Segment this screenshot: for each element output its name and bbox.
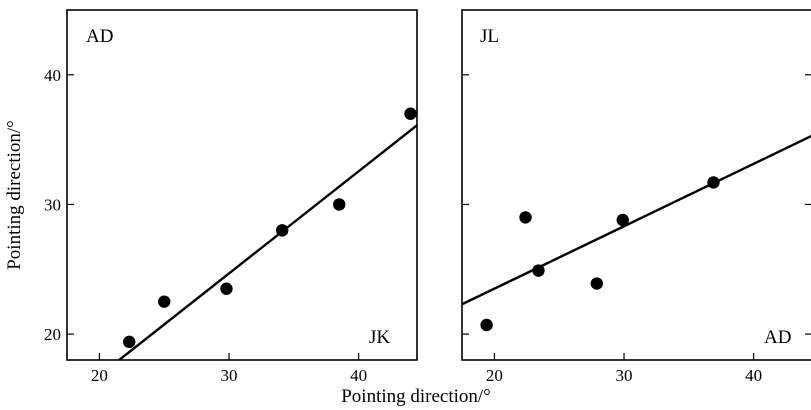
y-tick-label: 40 (44, 66, 61, 85)
x-tick-label: 30 (221, 366, 238, 385)
panel-right-corner-bottom-label: AD (764, 327, 791, 348)
data-point (220, 282, 233, 295)
regression-line (117, 123, 417, 360)
data-point (333, 198, 346, 211)
y-tick-label: 30 (44, 195, 61, 214)
data-point (532, 264, 545, 277)
panel-right-corner-top-label: JL (480, 26, 499, 47)
panel-right-frame (461, 9, 811, 361)
data-point (480, 318, 493, 332)
regression-line (462, 134, 811, 306)
panel-left-frame (66, 9, 418, 361)
x-tick-label: 20 (486, 366, 503, 385)
x-tick-label: 30 (616, 366, 633, 385)
y-tick-label: 20 (44, 325, 61, 344)
y-axis-label: Pointing direction/° (4, 120, 25, 270)
data-point (123, 335, 136, 349)
data-point (158, 295, 171, 308)
x-tick-label: 40 (745, 366, 762, 385)
data-point (616, 213, 629, 227)
data-point (590, 277, 604, 290)
panel-left: AD JK 20 30 40 20 30 40 (44, 9, 418, 385)
data-point (707, 176, 720, 189)
panel-right: JL AD 20 30 40 (461, 9, 811, 385)
panel-left-corner-bottom-label: JK (369, 327, 390, 348)
x-axis-label: Pointing direction/° (341, 386, 491, 407)
data-point (275, 224, 289, 237)
panel-left-corner-top-label: AD (86, 26, 113, 47)
x-tick-label: 40 (350, 366, 367, 385)
data-point (404, 107, 417, 120)
data-point (519, 211, 532, 224)
x-tick-label: 20 (91, 366, 108, 385)
